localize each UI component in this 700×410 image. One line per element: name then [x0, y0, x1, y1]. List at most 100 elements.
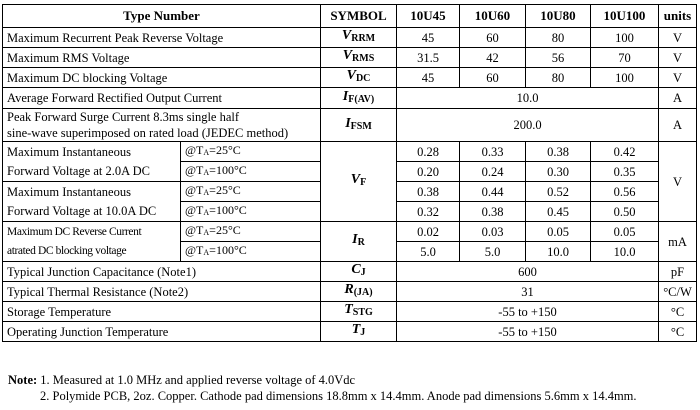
value-cell: 0.42	[590, 141, 659, 162]
param-symbol: IFSM	[320, 108, 397, 142]
param-label: Forward Voltage at 10.0A DC	[2, 201, 181, 222]
row-tstg: Storage Temperature TSTG -55 to +150 °C	[2, 301, 697, 322]
param-label: Maximum Recurrent Peak Reverse Voltage	[2, 27, 321, 48]
row-ifsm: Peak Forward Surge Current 8.3ms single …	[2, 108, 697, 142]
value-cell: 0.05	[590, 221, 659, 242]
value-cell: 600	[396, 261, 659, 282]
part-header-10u100: 10U100	[590, 4, 659, 28]
value-cell: 0.28	[396, 141, 460, 162]
value-cell: 10.0	[396, 87, 659, 109]
unit-cell: V	[658, 67, 697, 88]
notes-section: Note: 1. Measured at 1.0 MHz and applied…	[8, 372, 637, 404]
value-cell: 10.0	[590, 241, 659, 262]
value-cell: 0.38	[459, 201, 526, 222]
row-rja: Typical Thermal Resistance (Note2) R(JA)…	[2, 281, 697, 302]
unit-cell: °C	[658, 321, 697, 342]
param-label: atrated DC blocking voltage	[2, 241, 181, 262]
condition-cell: @TA=25°C	[180, 141, 321, 162]
value-cell: 31.5	[396, 47, 460, 68]
row-tj: Operating Junction Temperature TJ -55 to…	[2, 321, 697, 342]
unit-cell: °C/W	[658, 281, 697, 302]
param-symbol: CJ	[320, 261, 397, 282]
value-cell: -55 to +150	[396, 301, 659, 322]
row-vrrm: Maximum Recurrent Peak Reverse Voltage V…	[2, 27, 697, 48]
value-cell: 45	[396, 27, 460, 48]
param-symbol: TJ	[320, 321, 397, 342]
row-cj: Typical Junction Capacitance (Note1) CJ …	[2, 261, 697, 282]
value-cell: 10.0	[525, 241, 591, 262]
value-cell: 42	[459, 47, 526, 68]
row-vrms: Maximum RMS Voltage VRMS 31.5 42 56 70 V	[2, 47, 697, 68]
param-symbol: VRMS	[320, 47, 397, 68]
spec-table: Type Number SYMBOL 10U45 10U60 10U80 10U…	[2, 4, 697, 342]
value-cell: 0.30	[525, 161, 591, 182]
value-cell: 70	[590, 47, 659, 68]
param-symbol: VRRM	[320, 27, 397, 48]
value-cell: 0.20	[396, 161, 460, 182]
value-cell: 56	[525, 47, 591, 68]
value-cell: 0.45	[525, 201, 591, 222]
value-cell: 0.38	[396, 181, 460, 202]
row-vf-3: Maximum Instantaneous @TA=25°C 0.38 0.44…	[2, 181, 697, 202]
value-cell: 100	[590, 27, 659, 48]
value-cell: -55 to +150	[396, 321, 659, 342]
param-symbol: R(JA)	[320, 281, 397, 302]
value-cell: 0.50	[590, 201, 659, 222]
condition-cell: @TA=100°C	[180, 241, 321, 262]
value-cell: 0.52	[525, 181, 591, 202]
unit-cell: pF	[658, 261, 697, 282]
param-label: Storage Temperature	[2, 301, 321, 322]
param-symbol: VF	[320, 141, 397, 222]
condition-cell: @TA=100°C	[180, 201, 321, 222]
param-label: Maximum Instantaneous	[2, 181, 181, 202]
param-label: Average Forward Rectified Output Current	[2, 87, 321, 109]
param-label: Maximum DC Reverse Current	[2, 221, 181, 242]
unit-cell: V	[658, 141, 697, 222]
symbol-header: SYMBOL	[320, 4, 397, 28]
value-cell: 0.38	[525, 141, 591, 162]
value-cell: 5.0	[459, 241, 526, 262]
value-cell: 80	[525, 67, 591, 88]
note-label: Note:	[8, 373, 38, 387]
condition-cell: @TA=100°C	[180, 161, 321, 182]
param-label: Maximum DC blocking Voltage	[2, 67, 321, 88]
row-ir-2: atrated DC blocking voltage @TA=100°C 5.…	[2, 241, 697, 262]
param-symbol: VDC	[320, 67, 397, 88]
value-cell: 80	[525, 27, 591, 48]
value-cell: 0.33	[459, 141, 526, 162]
value-cell: 0.32	[396, 201, 460, 222]
value-cell: 5.0	[396, 241, 460, 262]
part-header-10u60: 10U60	[459, 4, 526, 28]
value-cell: 31	[396, 281, 659, 302]
row-vf-1: Maximum Instantaneous @TA=25°C VF 0.28 0…	[2, 141, 697, 222]
unit-cell: V	[658, 47, 697, 68]
row-vdc: Maximum DC blocking Voltage VDC 45 60 80…	[2, 67, 697, 88]
part-header-10u45: 10U45	[396, 4, 460, 28]
condition-cell: @TA=25°C	[180, 221, 321, 242]
header-row: Type Number SYMBOL 10U45 10U60 10U80 10U…	[2, 4, 697, 28]
value-cell: 0.02	[396, 221, 460, 242]
row-ifav: Average Forward Rectified Output Current…	[2, 87, 697, 109]
value-cell: 0.05	[525, 221, 591, 242]
param-symbol: IF(AV)	[320, 87, 397, 109]
value-cell: 45	[396, 67, 460, 88]
units-header: units	[658, 4, 697, 28]
param-label: Forward Voltage at 2.0A DC	[2, 161, 181, 182]
param-symbol: IR	[320, 221, 397, 262]
param-symbol: TSTG	[320, 301, 397, 322]
condition-cell: @TA=25°C	[180, 181, 321, 202]
value-cell: 60	[459, 67, 526, 88]
unit-cell: mA	[658, 221, 697, 262]
unit-cell: A	[658, 87, 697, 109]
param-label: Maximum RMS Voltage	[2, 47, 321, 68]
value-cell: 100	[590, 67, 659, 88]
row-ir-1: Maximum DC Reverse Current @TA=25°C IR 0…	[2, 221, 697, 262]
unit-cell: A	[658, 108, 697, 142]
unit-cell: V	[658, 27, 697, 48]
value-cell: 60	[459, 27, 526, 48]
note-1: Note: 1. Measured at 1.0 MHz and applied…	[8, 373, 356, 387]
param-label: Typical Junction Capacitance (Note1)	[2, 261, 321, 282]
value-cell: 0.44	[459, 181, 526, 202]
param-label: Maximum Instantaneous	[2, 141, 181, 162]
note-2: 2. Polymide PCB, 2oz. Copper. Cathode pa…	[40, 389, 637, 403]
